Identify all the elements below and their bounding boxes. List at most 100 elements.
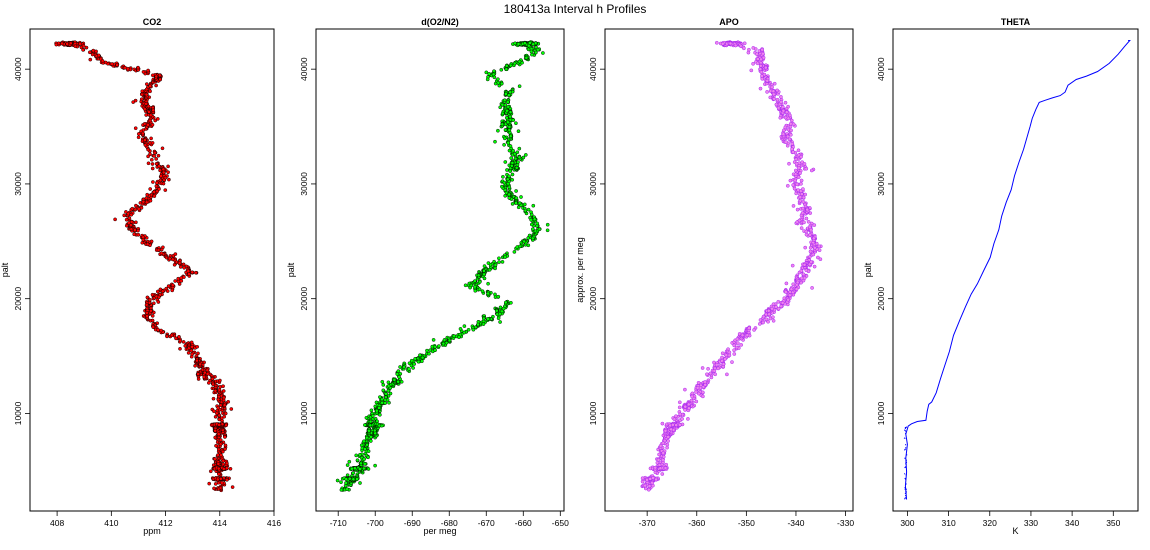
data-point [678, 412, 683, 417]
data-point [793, 172, 798, 177]
data-point [487, 267, 492, 272]
data-point [358, 467, 362, 471]
figure-title: 180413a Interval h Profiles [504, 2, 647, 16]
data-point [151, 325, 156, 329]
y-tick-label: 40000 [299, 57, 309, 81]
data-point [222, 395, 226, 400]
data-point [507, 192, 511, 197]
data-point [780, 105, 785, 109]
data-point [362, 457, 367, 461]
data-point [537, 227, 542, 232]
data-point [214, 443, 218, 448]
data-point [150, 141, 155, 145]
data-point [790, 142, 795, 146]
series-point [903, 437, 906, 439]
data-point [802, 262, 807, 267]
data-point [353, 466, 357, 471]
y-tick-label: 40000 [13, 57, 23, 81]
y-tick-label: 10000 [876, 401, 886, 425]
data-point [486, 317, 490, 321]
data-point [516, 160, 520, 165]
data-point [144, 303, 149, 307]
data-point [783, 100, 788, 105]
plot-frame [315, 28, 565, 512]
data-point [181, 262, 186, 267]
data-point [505, 108, 509, 113]
data-point [407, 367, 411, 371]
data-point [339, 488, 344, 492]
data-point [705, 372, 709, 377]
data-point [776, 299, 781, 304]
data-point [149, 157, 154, 162]
data-point [799, 226, 804, 230]
data-point [211, 382, 215, 387]
data-point [364, 415, 369, 420]
data-point [522, 41, 527, 46]
data-point [774, 305, 778, 309]
data-point [660, 458, 665, 462]
data-point [661, 441, 666, 445]
data-point [141, 199, 146, 204]
data-point [500, 260, 505, 264]
data-point [358, 481, 362, 485]
data-point [151, 301, 156, 306]
data-point [216, 462, 221, 466]
data-point [724, 353, 729, 357]
data-point [148, 308, 153, 313]
data-point [789, 287, 794, 292]
data-point [690, 391, 695, 396]
data-point [136, 65, 140, 70]
data-point [363, 447, 367, 451]
x-tick-label: -690 [404, 518, 421, 528]
data-point [545, 222, 550, 227]
data-point [351, 471, 356, 475]
data-point [782, 296, 787, 301]
data-point [790, 147, 794, 152]
data-point [368, 419, 373, 424]
data-point [514, 189, 518, 193]
data-point [502, 142, 506, 147]
data-point [793, 168, 798, 173]
data-point [150, 292, 155, 297]
data-point [81, 44, 86, 48]
data-point [183, 344, 188, 348]
data-point [392, 378, 397, 382]
y-tick-label: 20000 [588, 287, 598, 311]
series-point [905, 498, 907, 500]
data-point [725, 372, 729, 377]
x-tick-label: 416 [267, 518, 281, 528]
data-point [799, 154, 803, 159]
data-point [156, 153, 161, 158]
series-point [904, 473, 906, 475]
data-point [802, 162, 807, 166]
data-point [657, 452, 661, 457]
data-point [159, 251, 164, 256]
data-point [148, 198, 153, 203]
x-tick-label: 412 [158, 518, 172, 528]
data-point [796, 165, 801, 170]
data-point [148, 84, 152, 88]
data-point [122, 213, 127, 218]
plot-frame [29, 28, 275, 512]
x-tick-label: -670 [478, 518, 495, 528]
data-point [788, 178, 793, 183]
data-point [504, 64, 509, 68]
data-point [653, 465, 658, 470]
data-point [752, 328, 756, 332]
data-point [780, 301, 785, 305]
data-point [804, 232, 809, 237]
data-point [511, 148, 515, 153]
data-point [141, 237, 146, 242]
data-point [761, 320, 765, 325]
data-point [781, 108, 786, 113]
data-point [202, 370, 207, 375]
data-point [497, 256, 501, 261]
data-point [768, 95, 773, 100]
data-point [172, 262, 177, 267]
data-point [758, 86, 763, 91]
data-point [452, 334, 457, 338]
data-point [804, 216, 809, 221]
data-point [498, 105, 503, 110]
data-point [88, 57, 93, 62]
data-point [507, 125, 512, 129]
